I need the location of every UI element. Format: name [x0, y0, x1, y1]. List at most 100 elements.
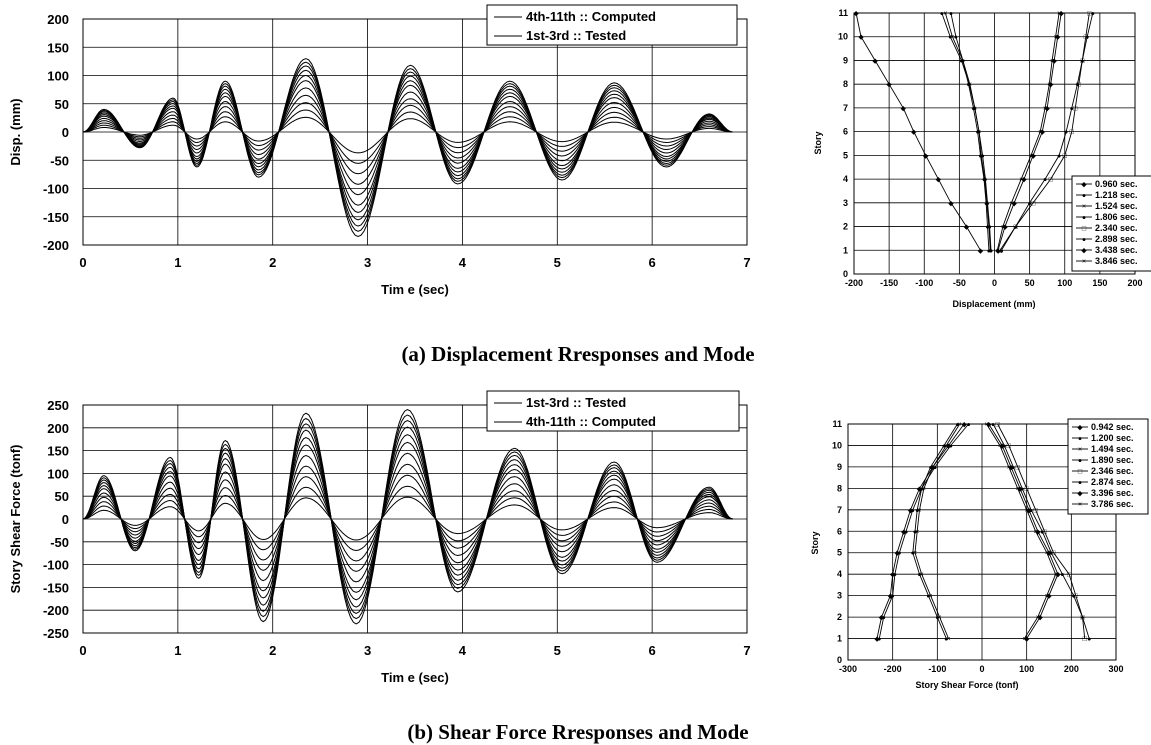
y-tick-label: 50 — [55, 489, 69, 504]
legend-marker: ● — [1078, 480, 1082, 487]
y-tick-label: 5 — [837, 548, 842, 558]
x-tick-label: 1 — [174, 643, 181, 658]
mode-series-marker: ◆ — [888, 593, 894, 600]
mode-series-marker: ◆ — [1052, 58, 1058, 65]
mode-series-marker: ◆ — [1046, 593, 1052, 600]
x-tick-label: -100 — [915, 278, 933, 288]
mode-series-marker: × — [950, 34, 954, 41]
x-axis-label: Story Shear Force (tonf) — [915, 680, 1018, 690]
mode-series-marker: ● — [980, 153, 984, 160]
mode-series-marker: × — [1025, 507, 1029, 514]
mode-series-marker: ● — [1029, 507, 1033, 514]
mode-series-marker: × — [1050, 58, 1054, 65]
mode-series-marker: × — [1016, 486, 1020, 493]
mode-series-marker: ● — [897, 550, 901, 557]
mode-series-marker: ◆ — [978, 248, 984, 255]
mode-series-marker: ◆ — [1024, 636, 1030, 643]
legend-marker: × — [1082, 204, 1086, 211]
legend-marker: × — [1078, 447, 1082, 454]
legend-box — [1071, 175, 1151, 272]
y-tick-label: -100 — [43, 558, 69, 573]
mode-series-line — [912, 423, 958, 639]
mode-series-marker: ◆ — [1008, 464, 1014, 471]
mode-series-marker: ● — [1080, 58, 1084, 65]
mode-series-marker: ◆ — [1030, 153, 1036, 160]
legend: 1st-3rd :: Tested 4th-11th :: Computed — [486, 390, 740, 432]
y-tick-label: 100 — [47, 466, 69, 481]
mode-series-marker: ● — [915, 507, 919, 514]
mode-series-marker: ● — [929, 464, 933, 471]
y-tick-label: 0 — [62, 125, 69, 140]
y-tick-label: 1 — [843, 245, 848, 255]
y-axis-label: Story — [813, 131, 823, 154]
mode-series-marker: ◆ — [930, 464, 936, 471]
mode-series-marker: ◆ — [890, 572, 896, 579]
mode-series-marker: ● — [966, 422, 970, 429]
y-tick-label: 250 — [47, 398, 69, 413]
x-tick-label: 1 — [174, 255, 181, 270]
x-tick-label: 100 — [1057, 278, 1072, 288]
mode-series-marker: × — [1019, 177, 1023, 184]
mode-series-marker: ◆ — [1040, 129, 1046, 136]
mode-series-marker: ● — [1057, 153, 1061, 160]
series-line-story-6 — [82, 441, 733, 593]
mode-series-marker: □ — [1033, 507, 1038, 514]
y-tick-label: 50 — [55, 97, 69, 112]
y-tick-label: 11 — [838, 8, 848, 18]
mode-series-marker: ◆ — [986, 422, 992, 429]
mode-series-marker: ● — [1080, 615, 1084, 622]
mode-series-marker: □ — [998, 248, 1003, 255]
mode-series-marker: × — [984, 422, 988, 429]
mode-series-marker: ● — [983, 177, 987, 184]
mode-series-marker: ● — [877, 636, 881, 643]
mode-series-marker: ● — [940, 11, 944, 18]
mode-series-marker: ◆ — [858, 34, 864, 41]
mode-series-marker: ● — [1020, 486, 1024, 493]
x-tick-label: 7 — [743, 643, 750, 658]
mode-series-marker: ● — [1013, 224, 1017, 231]
mode-series-marker: × — [958, 422, 962, 429]
y-tick-label: 10 — [832, 440, 842, 450]
mode-series-line — [999, 12, 1090, 251]
mode-series-marker: ◆ — [999, 443, 1005, 450]
y-tick-label: 7 — [843, 103, 848, 113]
mode-series-marker: □ — [1074, 593, 1079, 600]
mode-series-marker: × — [1047, 82, 1051, 89]
legend-box — [486, 390, 740, 432]
mode-series-marker: □ — [1031, 200, 1036, 207]
mode-series-marker: × — [1034, 529, 1038, 536]
mode-series-marker: ◆ — [946, 443, 952, 450]
mode-series-marker: × — [1045, 593, 1049, 600]
mode-series-marker: ◆ — [886, 82, 892, 89]
x-tick-label: 6 — [649, 255, 656, 270]
mode-series-marker: □ — [1013, 224, 1018, 231]
series-line-story-8 — [82, 463, 733, 572]
y-tick-label: -100 — [43, 182, 69, 197]
mode-series-line — [855, 12, 981, 251]
mode-series-marker: ◆ — [879, 615, 885, 622]
mode-series-marker: × — [1009, 200, 1013, 207]
x-tick-label: 150 — [1092, 278, 1107, 288]
legend-marker: □ — [1078, 469, 1083, 476]
mode-series-marker: ● — [985, 224, 989, 231]
mode-series-marker: ● — [917, 572, 921, 579]
y-tick-label: 10 — [838, 32, 848, 42]
mode-series-marker: × — [1054, 34, 1058, 41]
series-line-story-6 — [82, 80, 733, 206]
mode-series-marker: □ — [1042, 529, 1047, 536]
legend-label: 2.340 sec. — [1095, 223, 1138, 233]
x-axis-label: Tim e (sec) — [381, 282, 449, 297]
mode-series-marker: ◆ — [872, 58, 878, 65]
mode-series-marker: × — [1057, 11, 1061, 18]
mode-series-marker: ● — [971, 105, 975, 112]
mode-series-marker: × — [915, 529, 919, 536]
y-tick-label: -50 — [50, 153, 69, 168]
x-tick-label: 4 — [459, 255, 467, 270]
mode-series-marker: × — [1054, 572, 1058, 579]
mode-series-marker: × — [931, 464, 935, 471]
mode-series-marker: × — [944, 443, 948, 450]
y-tick-label: 100 — [47, 69, 69, 84]
mode-series-marker: ● — [954, 34, 958, 41]
mode-series-marker: □ — [1073, 105, 1078, 112]
mode-series-marker: × — [961, 58, 965, 65]
